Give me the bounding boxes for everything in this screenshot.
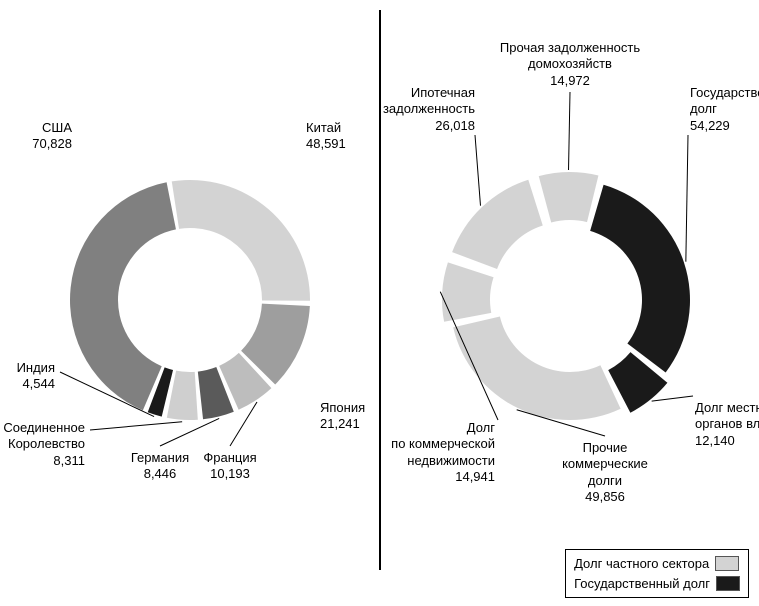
legend-box: Долг частного сектора Государственный до… <box>565 549 749 598</box>
left-donut-chart <box>0 0 379 560</box>
label-othercom: Прочие коммерческие долги 49,856 <box>562 440 648 505</box>
slice-china <box>172 180 310 301</box>
leader-otherhh <box>569 92 570 170</box>
slice-gov <box>590 185 690 373</box>
slice-uk <box>167 371 198 420</box>
label-gov: Государственный долг 54,229 <box>690 85 759 134</box>
label-india: Индия 4,544 <box>17 360 55 393</box>
legend-label-private: Долг частного сектора <box>574 554 709 574</box>
label-germany: Германия 8,446 <box>131 450 189 483</box>
label-usa: США 70,828 <box>32 120 72 153</box>
left-panel: Китай 48,591 США 70,828 Япония 21,241 Франц… <box>0 0 379 606</box>
legend-swatch-gov <box>716 576 740 591</box>
leader-gov <box>686 135 688 262</box>
label-uk: Соединенное Королевство 8,311 <box>3 420 85 469</box>
label-local: Долг местных органов власти 12,140 <box>695 400 759 449</box>
slice-otherhh <box>539 172 599 222</box>
slice-usa <box>70 182 176 410</box>
label-japan: Япония 21,241 <box>320 400 365 433</box>
label-otherhh: Прочая задолженность домохозяйств 14,972 <box>500 40 640 89</box>
leader-mortgage <box>475 135 480 206</box>
slice-mortgage <box>452 180 543 269</box>
label-mortgage: Ипотечная задолженность 26,018 <box>383 85 475 134</box>
label-cre: Долг по коммерческой недвижимости 14,941 <box>391 420 495 485</box>
legend-label-gov: Государственный долг <box>574 574 710 594</box>
leader-france <box>230 402 257 446</box>
legend-row-gov: Государственный долг <box>574 574 740 594</box>
legend-row-private: Долг частного сектора <box>574 554 740 574</box>
leader-uk <box>90 422 182 430</box>
label-france: Франция 10,193 <box>203 450 256 483</box>
figure-root: Китай 48,591 США 70,828 Япония 21,241 Франц… <box>0 0 759 606</box>
legend-swatch-private <box>715 556 739 571</box>
leader-local <box>652 396 693 401</box>
label-china: Китай 48,591 <box>306 120 346 153</box>
right-panel: Прочая задолженность домохозяйств 14,972… <box>380 0 759 606</box>
slice-othercom <box>453 316 620 420</box>
